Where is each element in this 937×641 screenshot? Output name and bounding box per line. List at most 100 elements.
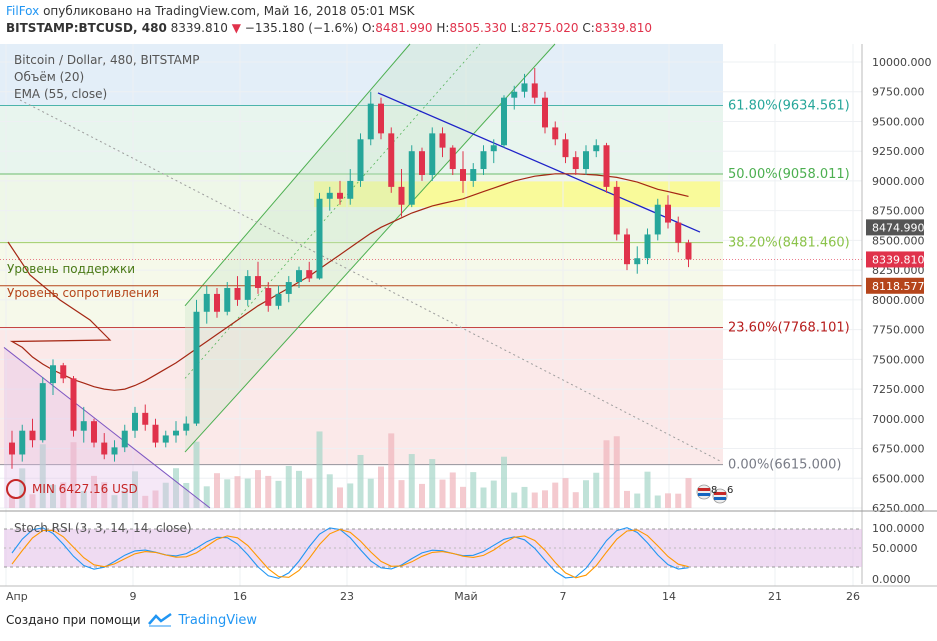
candle-body <box>265 287 272 306</box>
candle-body <box>562 139 569 158</box>
tradingview-link[interactable]: TradingView <box>178 612 258 628</box>
candle-body <box>275 293 282 306</box>
candle <box>70 375 77 437</box>
candle-body <box>224 287 231 312</box>
open-label: O: <box>362 21 376 35</box>
volume-bars <box>9 431 692 508</box>
candle <box>111 440 118 462</box>
candles[interactable] <box>9 67 692 469</box>
candle-body <box>542 97 548 128</box>
candle <box>470 163 477 187</box>
candle-body <box>552 127 559 140</box>
channel-upper <box>184 43 411 307</box>
volume-bar <box>9 496 15 508</box>
tradingview-logo-icon[interactable] <box>147 612 173 628</box>
candle <box>306 261 313 283</box>
price-tick-label: 6500.000 <box>872 472 925 485</box>
volume-bar <box>162 482 169 508</box>
volume-bar <box>572 492 579 508</box>
price-tick-label: 7750.000 <box>872 324 925 337</box>
candle <box>19 424 26 462</box>
candle-body <box>460 169 466 181</box>
candle-body <box>162 435 169 443</box>
price-tick-label: 9750.000 <box>872 86 925 99</box>
price-axis[interactable]: 10000.000 9750.000 9500.000 9250.000 9000.00… <box>872 56 932 515</box>
time-tick-label: 26 <box>846 590 860 603</box>
time-tick-label: 21 <box>768 590 782 603</box>
candle-body <box>152 424 159 443</box>
author-name[interactable]: FilFox <box>6 4 40 18</box>
price-tags: 8474.990 8339.810 8118.577 <box>866 219 925 294</box>
low-label: L: <box>510 21 522 35</box>
volume-label: Объём (20) <box>14 70 84 84</box>
volume-bar <box>203 486 210 508</box>
volume-bar <box>521 486 528 508</box>
candle <box>316 192 323 280</box>
volume-bar <box>439 479 446 508</box>
low-value: 8275.020 <box>521 21 579 35</box>
fib-label-0: 61.80%(9634.561) <box>728 98 850 113</box>
volume-bar <box>121 490 128 508</box>
candle-body <box>121 430 128 448</box>
candle <box>398 169 405 217</box>
ema-line <box>7 173 689 391</box>
price-change: −135.180 (−1.6%) <box>244 21 359 35</box>
drawings[interactable] <box>0 43 862 509</box>
volume-bar <box>583 480 589 508</box>
candle-body <box>439 133 446 148</box>
min-label: MIN 6427.16 USD <box>32 482 138 496</box>
candle-body <box>347 180 354 199</box>
event-flags-icon[interactable] <box>696 484 728 504</box>
volume-bar <box>316 431 323 508</box>
volume-bar <box>224 479 231 508</box>
volume-bar <box>685 478 692 508</box>
candle-body <box>511 91 518 98</box>
event-count: 8 <box>711 485 717 496</box>
event-count-2: 6 <box>727 485 733 496</box>
candle <box>285 276 292 303</box>
symbol-line: BITSTAMP:BTCUSD, 480 <box>6 21 167 35</box>
down-arrow-icon: ▼ <box>231 21 241 35</box>
volume-bar <box>265 475 272 508</box>
candle-body <box>326 192 333 199</box>
volume-bar <box>285 466 292 508</box>
candle <box>244 270 251 306</box>
dotted-diagonal <box>19 99 723 463</box>
candle <box>50 359 56 396</box>
candle <box>419 147 425 181</box>
candle-body <box>367 103 374 140</box>
volume-bar <box>501 456 507 508</box>
time-tick-label: 9 <box>130 590 137 603</box>
candle <box>203 285 210 324</box>
stoch-k-line <box>11 527 689 579</box>
candle-body <box>337 192 343 199</box>
volume-bar <box>326 474 333 508</box>
candle-body <box>572 157 579 170</box>
candle <box>593 139 600 158</box>
volume-bar <box>408 454 415 508</box>
candle-body <box>173 430 179 436</box>
volume-bar <box>367 478 374 508</box>
candle <box>490 139 497 164</box>
candle <box>347 169 354 205</box>
candle <box>29 418 36 448</box>
price-tick-label: 6750.000 <box>872 443 925 456</box>
time-axis[interactable]: Апр 9 16 23 Май 7 14 21 26 <box>6 590 860 603</box>
volume-bar <box>91 475 97 508</box>
candle-body <box>449 147 456 170</box>
stoch-rsi-pane <box>4 527 862 579</box>
candle-body <box>60 365 67 379</box>
candle <box>583 145 589 175</box>
candle <box>234 276 241 306</box>
candle-body <box>654 204 661 235</box>
candle <box>429 127 436 181</box>
candle-body <box>429 133 436 175</box>
candle-body <box>470 169 477 181</box>
volume-bar <box>624 490 630 508</box>
price-tag-label: 8474.990 <box>872 221 925 234</box>
price-tag-bg <box>866 251 924 268</box>
stoch-axis-0: 0.0000 <box>872 573 911 586</box>
fib-label-4: 0.00%(6615.000) <box>728 458 841 473</box>
candle-body <box>50 365 56 384</box>
